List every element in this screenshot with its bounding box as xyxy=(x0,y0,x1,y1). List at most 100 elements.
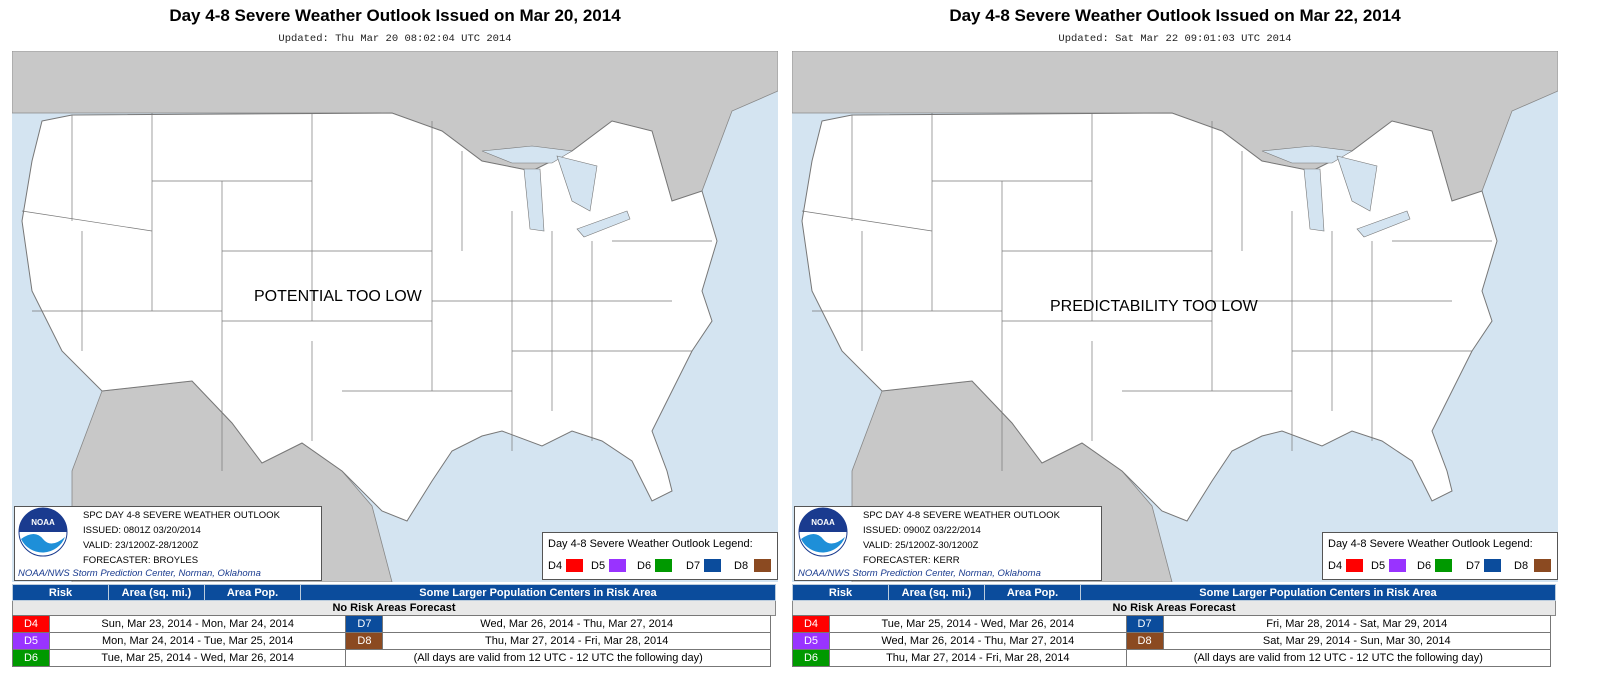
day-code-d6: D6 xyxy=(12,649,50,667)
day-code-d6: D6 xyxy=(792,649,830,667)
day-range-d8: Sat, Mar 29, 2014 - Sun, Mar 30, 2014 xyxy=(1162,632,1552,650)
state-borders xyxy=(21,113,712,471)
noaa-logo-text: NOAA xyxy=(811,518,835,527)
day-code-d5: D5 xyxy=(12,632,50,650)
info-valid: VALID: 25/1200Z-30/1200Z xyxy=(863,540,979,551)
day-ranges-table: D4 Tue, Mar 25, 2014 - Wed, Mar 26, 2014… xyxy=(792,615,1552,667)
day-range-d6: Thu, Mar 27, 2014 - Fri, Mar 28, 2014 xyxy=(829,649,1127,667)
info-issued: ISSUED: 0900Z 03/22/2014 xyxy=(863,525,981,536)
risk-table-row: No Risk Areas Forecast xyxy=(12,600,776,616)
legend-label-d5: D5 xyxy=(591,560,606,572)
day-range-d7: Wed, Mar 26, 2014 - Thu, Mar 27, 2014 xyxy=(382,615,771,633)
lake-huron xyxy=(556,155,598,212)
col-pop: Area Pop. xyxy=(984,584,1081,601)
lake-erie xyxy=(576,210,631,238)
legend-swatch-d4 xyxy=(1346,559,1363,572)
risk-table-header: Risk Area (sq. mi.) Area Pop. Some Large… xyxy=(792,584,1556,601)
day-range-d8: Thu, Mar 27, 2014 - Fri, Mar 28, 2014 xyxy=(382,632,771,650)
legend-swatch-d6 xyxy=(1435,559,1452,572)
day-validity-note: (All days are valid from 12 UTC - 12 UTC… xyxy=(1125,649,1552,667)
outlook-panel-1: Day 4-8 Severe Weather Outlook Issued on… xyxy=(0,0,790,695)
legend-swatch-d8 xyxy=(754,559,771,572)
col-centers: Some Larger Population Centers in Risk A… xyxy=(300,584,776,601)
day-row: D4 Tue, Mar 25, 2014 - Wed, Mar 26, 2014… xyxy=(792,615,1552,633)
col-area: Area (sq. mi.) xyxy=(888,584,985,601)
outlook-map: POTENTIAL TOO LOW NOAA SPC DAY 4-8 SEVER… xyxy=(12,51,778,582)
noaa-logo-icon: NOAA xyxy=(798,507,848,557)
panel-title: Day 4-8 Severe Weather Outlook Issued on… xyxy=(949,6,1401,25)
day-validity-note: (All days are valid from 12 UTC - 12 UTC… xyxy=(345,649,771,667)
col-area: Area (sq. mi.) xyxy=(108,584,205,601)
day-range-d6: Tue, Mar 25, 2014 - Wed, Mar 26, 2014 xyxy=(48,649,347,667)
noaa-logo-text: NOAA xyxy=(31,518,55,527)
day-row: D5 Wed, Mar 26, 2014 - Thu, Mar 27, 2014… xyxy=(792,632,1552,650)
legend-swatch-d7 xyxy=(1484,559,1501,572)
day-row: D4 Sun, Mar 23, 2014 - Mon, Mar 24, 2014… xyxy=(12,615,771,633)
day-code-d7: D7 xyxy=(345,615,384,633)
risk-table: Risk Area (sq. mi.) Area Pop. Some Large… xyxy=(792,584,1556,616)
day-row: D6 Tue, Mar 25, 2014 - Wed, Mar 26, 2014… xyxy=(12,649,771,667)
day-range-d7: Fri, Mar 28, 2014 - Sat, Mar 29, 2014 xyxy=(1162,615,1552,633)
legend-box: Day 4-8 Severe Weather Outlook Legend: D… xyxy=(1322,532,1558,580)
legend-label-d4: D4 xyxy=(1328,560,1343,572)
day-range-d5: Wed, Mar 26, 2014 - Thu, Mar 27, 2014 xyxy=(829,632,1127,650)
info-forecaster: FORECASTER: BROYLES xyxy=(83,555,199,566)
day-code-d7: D7 xyxy=(1125,615,1164,633)
legend-swatch-d6 xyxy=(655,559,672,572)
info-title: SPC DAY 4-8 SEVERE WEATHER OUTLOOK xyxy=(863,510,1060,521)
us-map xyxy=(792,51,1558,582)
lake-michigan xyxy=(523,168,545,232)
day-code-d8: D8 xyxy=(345,632,384,650)
legend-label-d7: D7 xyxy=(1466,560,1481,572)
outlook-map: PREDICTABILITY TOO LOW NOAA SPC DAY 4-8 … xyxy=(792,51,1558,582)
no-risk-text: No Risk Areas Forecast xyxy=(792,600,1556,616)
day-ranges-table: D4 Sun, Mar 23, 2014 - Mon, Mar 24, 2014… xyxy=(12,615,771,667)
day-code-d4: D4 xyxy=(12,615,50,633)
updated-timestamp: Updated: Sat Mar 22 09:01:03 UTC 2014 xyxy=(1058,33,1292,45)
col-pop: Area Pop. xyxy=(204,584,301,601)
legend-swatch-d8 xyxy=(1534,559,1551,572)
risk-table-row: No Risk Areas Forecast xyxy=(792,600,1556,616)
legend-title: Day 4-8 Severe Weather Outlook Legend: xyxy=(1328,538,1533,550)
legend-swatch-d7 xyxy=(704,559,721,572)
info-title: SPC DAY 4-8 SEVERE WEATHER OUTLOOK xyxy=(83,510,280,521)
day-code-d5: D5 xyxy=(792,632,830,650)
legend-label-d4: D4 xyxy=(548,560,563,572)
legend-label-d7: D7 xyxy=(686,560,701,572)
panel-title: Day 4-8 Severe Weather Outlook Issued on… xyxy=(169,6,621,25)
us-map xyxy=(12,51,778,582)
day-range-d4: Tue, Mar 25, 2014 - Wed, Mar 26, 2014 xyxy=(829,615,1127,633)
day-range-d4: Sun, Mar 23, 2014 - Mon, Mar 24, 2014 xyxy=(48,615,347,633)
legend-swatch-d5 xyxy=(609,559,626,572)
day-row: D6 Thu, Mar 27, 2014 - Fri, Mar 28, 2014… xyxy=(792,649,1552,667)
state-borders xyxy=(801,113,1492,471)
legend-box: Day 4-8 Severe Weather Outlook Legend: D… xyxy=(542,532,778,580)
info-forecaster: FORECASTER: KERR xyxy=(863,555,960,566)
legend-label-d5: D5 xyxy=(1371,560,1386,572)
no-risk-text: No Risk Areas Forecast xyxy=(12,600,776,616)
map-status-label: POTENTIAL TOO LOW xyxy=(254,288,422,305)
legend-label-d8: D8 xyxy=(1514,560,1529,572)
lake-erie xyxy=(1356,210,1411,238)
day-code-d4: D4 xyxy=(792,615,830,633)
day-code-d8: D8 xyxy=(1125,632,1164,650)
info-credit: NOAA/NWS Storm Prediction Center, Norman… xyxy=(798,568,1041,579)
legend-title: Day 4-8 Severe Weather Outlook Legend: xyxy=(548,538,753,550)
day-range-d5: Mon, Mar 24, 2014 - Tue, Mar 25, 2014 xyxy=(48,632,347,650)
map-status-label: PREDICTABILITY TOO LOW xyxy=(1050,298,1258,315)
legend-swatch-d5 xyxy=(1389,559,1406,572)
col-risk: Risk xyxy=(792,584,889,601)
col-risk: Risk xyxy=(12,584,109,601)
noaa-logo-icon: NOAA xyxy=(18,507,68,557)
lake-michigan xyxy=(1303,168,1325,232)
info-credit: NOAA/NWS Storm Prediction Center, Norman… xyxy=(18,568,261,579)
col-centers: Some Larger Population Centers in Risk A… xyxy=(1080,584,1556,601)
forecast-info-box: NOAA SPC DAY 4-8 SEVERE WEATHER OUTLOOK … xyxy=(794,506,1102,581)
legend-label-d6: D6 xyxy=(637,560,652,572)
risk-table-header: Risk Area (sq. mi.) Area Pop. Some Large… xyxy=(12,584,776,601)
day-row: D5 Mon, Mar 24, 2014 - Tue, Mar 25, 2014… xyxy=(12,632,771,650)
legend-label-d6: D6 xyxy=(1417,560,1432,572)
info-valid: VALID: 23/1200Z-28/1200Z xyxy=(83,540,199,551)
forecast-info-box: NOAA SPC DAY 4-8 SEVERE WEATHER OUTLOOK … xyxy=(14,506,322,581)
updated-timestamp: Updated: Thu Mar 20 08:02:04 UTC 2014 xyxy=(278,33,512,45)
